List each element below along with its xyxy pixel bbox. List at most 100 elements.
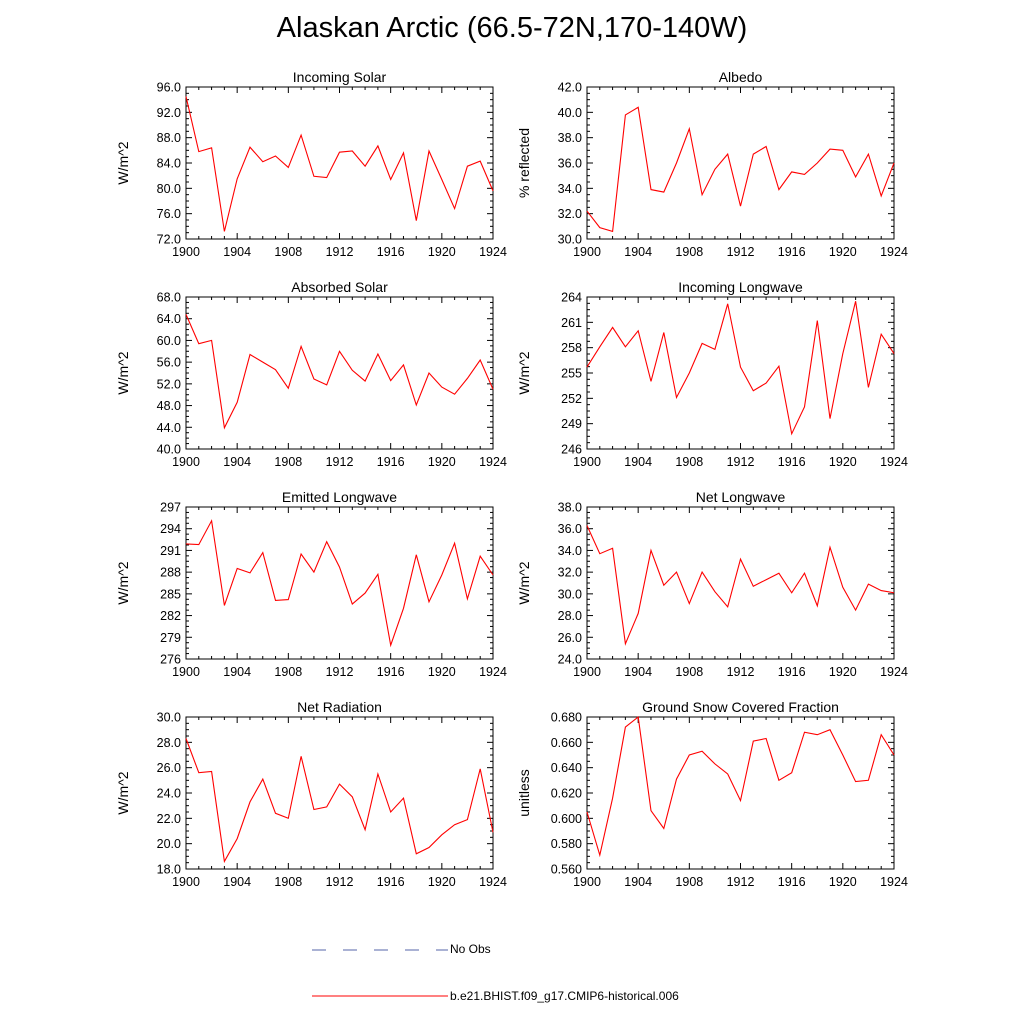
y-tick-label: 40.0 [157,443,181,457]
y-tick-label: 258 [561,341,582,355]
x-tick-label: 1916 [778,875,806,889]
x-tick-label: 1904 [624,875,652,889]
y-tick-label: 38.0 [558,501,582,515]
x-tick-label: 1912 [727,665,755,679]
x-tick-label: 1912 [727,245,755,259]
y-tick-label: 0.640 [551,761,582,775]
x-tick-label: 1920 [829,875,857,889]
panel-8: 1900 1904 1908 1912 1916 1920 1924 0.560 0.580 0.… [516,699,908,889]
y-tick-label: 252 [561,392,582,406]
x-tick-label: 1916 [778,245,806,259]
series-line-model [185,314,494,430]
y-tick-label: 264 [561,291,582,305]
y-tick-label: 24.0 [558,653,582,667]
series-line-model [586,106,895,233]
y-tick-label: 44.0 [157,421,181,435]
y-tick-label: 26.0 [157,761,181,775]
legend-lines [312,949,448,997]
x-tick-label: 1924 [880,455,908,469]
panel-5: 1900 1904 1908 1912 1916 1920 1924 276 279 282 285… [115,489,507,679]
y-tick-label: 84.0 [157,157,181,171]
y-tick-label: 80.0 [157,182,181,196]
x-tick-label: 1908 [675,665,703,679]
y-tick-label: 34.0 [558,182,582,196]
x-tick-label: 1916 [778,665,806,679]
x-tick-label: 1904 [624,665,652,679]
series-line-model [185,96,494,232]
x-tick-label: 1908 [274,875,302,889]
y-tick-label: 279 [160,631,181,645]
y-tick-label: 0.580 [551,837,582,851]
panel-2: 1900 1904 1908 1912 1916 1920 1924 30.0 32.0 34.0… [516,69,908,259]
panel-title: Net Longwave [696,489,786,505]
series-line-model [586,525,895,646]
y-tick-label: 282 [160,609,181,623]
y-tick-label: 76.0 [157,207,181,221]
panel-title: Albedo [719,69,763,85]
x-tick-label: 1916 [377,665,405,679]
x-tick-label: 1900 [573,875,601,889]
y-tick-label: 32.0 [558,207,582,221]
y-tick-label: 28.0 [157,736,181,750]
series-line-model [586,301,895,436]
panel-7: 1900 1904 1908 1912 1916 1920 1924 18.0 20.0 22.0… [115,699,507,889]
x-tick-label: 1904 [223,455,251,469]
panel-1: 1900 1904 1908 1912 1916 1920 1924 72.0 76.0 80.0… [115,69,507,259]
y-tick-label: 60.0 [157,334,181,348]
y-axis-label: W/m^2 [115,771,131,814]
y-tick-label: 255 [561,367,582,381]
y-axis-label: unitless [516,769,532,816]
plot-frame [586,506,895,660]
x-tick-label: 1924 [479,455,507,469]
legend-label-model: b.e21.BHIST.f09_g17.CMIP6-historical.006 [450,989,679,1003]
y-tick-label: 40.0 [558,106,582,120]
panel-6: 1900 1904 1908 1912 1916 1920 1924 24.0 26.0 28.0… [516,489,908,679]
y-tick-label: 32.0 [558,566,582,580]
x-tick-label: 1912 [326,875,354,889]
x-tick-label: 1920 [428,665,456,679]
y-tick-label: 68.0 [157,291,181,305]
y-tick-label: 96.0 [157,81,181,95]
y-tick-label: 30.0 [558,233,582,247]
panel-4: 1900 1904 1908 1912 1916 1920 1924 246 249 252 255… [516,279,908,469]
series-line-model [185,519,494,648]
panels-group: 1900 1904 1908 1912 1916 1920 1924 72.0 76.0 80.0… [115,69,908,889]
y-tick-label: 0.680 [551,711,582,725]
y-tick-label: 276 [160,653,181,667]
y-tick-label: 294 [160,522,181,536]
x-tick-label: 1924 [880,665,908,679]
y-axis-label: W/m^2 [115,561,131,604]
panel-title: Net Radiation [297,699,382,715]
panel-title: Emitted Longwave [282,489,397,505]
x-tick-label: 1920 [829,665,857,679]
y-tick-label: 249 [561,417,582,431]
y-tick-label: 28.0 [558,609,582,623]
x-tick-label: 1900 [172,455,200,469]
y-tick-label: 291 [160,544,181,558]
x-tick-label: 1924 [479,245,507,259]
x-tick-label: 1900 [172,665,200,679]
panel-title: Incoming Longwave [678,279,803,295]
y-tick-label: 246 [561,443,582,457]
y-tick-label: 0.660 [551,736,582,750]
x-tick-label: 1904 [223,875,251,889]
y-tick-label: 0.600 [551,812,582,826]
y-tick-label: 36.0 [558,522,582,536]
y-tick-label: 22.0 [157,812,181,826]
y-tick-label: 285 [160,587,181,601]
y-tick-label: 288 [160,566,181,580]
x-tick-label: 1908 [274,245,302,259]
y-tick-label: 64.0 [157,312,181,326]
panel-title: Ground Snow Covered Fraction [642,699,839,715]
x-tick-label: 1924 [479,665,507,679]
x-tick-label: 1912 [727,455,755,469]
y-tick-label: 36.0 [558,157,582,171]
x-tick-label: 1920 [428,455,456,469]
plot-frame [586,716,895,870]
y-tick-label: 88.0 [157,131,181,145]
x-tick-label: 1904 [624,455,652,469]
y-tick-label: 0.620 [551,787,582,801]
x-tick-label: 1920 [829,455,857,469]
y-tick-label: 30.0 [558,587,582,601]
